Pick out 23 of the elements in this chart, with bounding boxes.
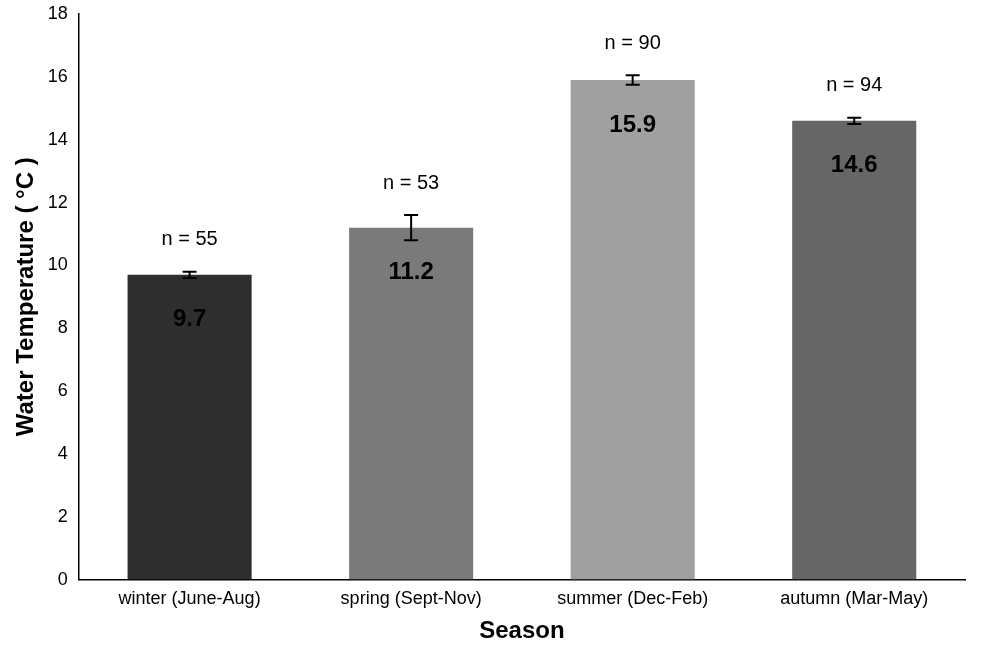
x-tick-label: summer (Dec-Feb)	[557, 588, 709, 609]
annotation: n = 53	[383, 170, 440, 193]
y-tick-label: 16	[47, 65, 68, 86]
y-tick-label: 12	[47, 191, 68, 212]
y-tick-label: 2	[57, 505, 68, 526]
x-tick-label: spring (Sept-Nov)	[340, 588, 482, 609]
data-label: 11.2	[388, 257, 434, 285]
y-tick-label: 6	[57, 380, 68, 401]
y-tick-label: 8	[57, 317, 68, 338]
data-label: 14.6	[830, 150, 878, 178]
annotation: n = 90	[604, 30, 661, 53]
x-tick-label: winter (June-Aug)	[117, 588, 261, 609]
y-axis-title: Water Temperature ( °C )	[11, 157, 39, 437]
y-tick-label: 10	[47, 254, 68, 275]
y-tick-label: 0	[57, 568, 68, 589]
annotation: n = 94	[826, 73, 883, 96]
x-axis-title: Season	[479, 616, 565, 644]
annotation: n = 55	[161, 227, 218, 250]
y-tick-label: 18	[47, 2, 68, 23]
x-tick-label: autumn (Mar-May)	[780, 588, 929, 609]
y-tick-label: 4	[57, 442, 68, 463]
data-label: 15.9	[609, 109, 657, 137]
y-tick-label: 14	[47, 128, 68, 149]
